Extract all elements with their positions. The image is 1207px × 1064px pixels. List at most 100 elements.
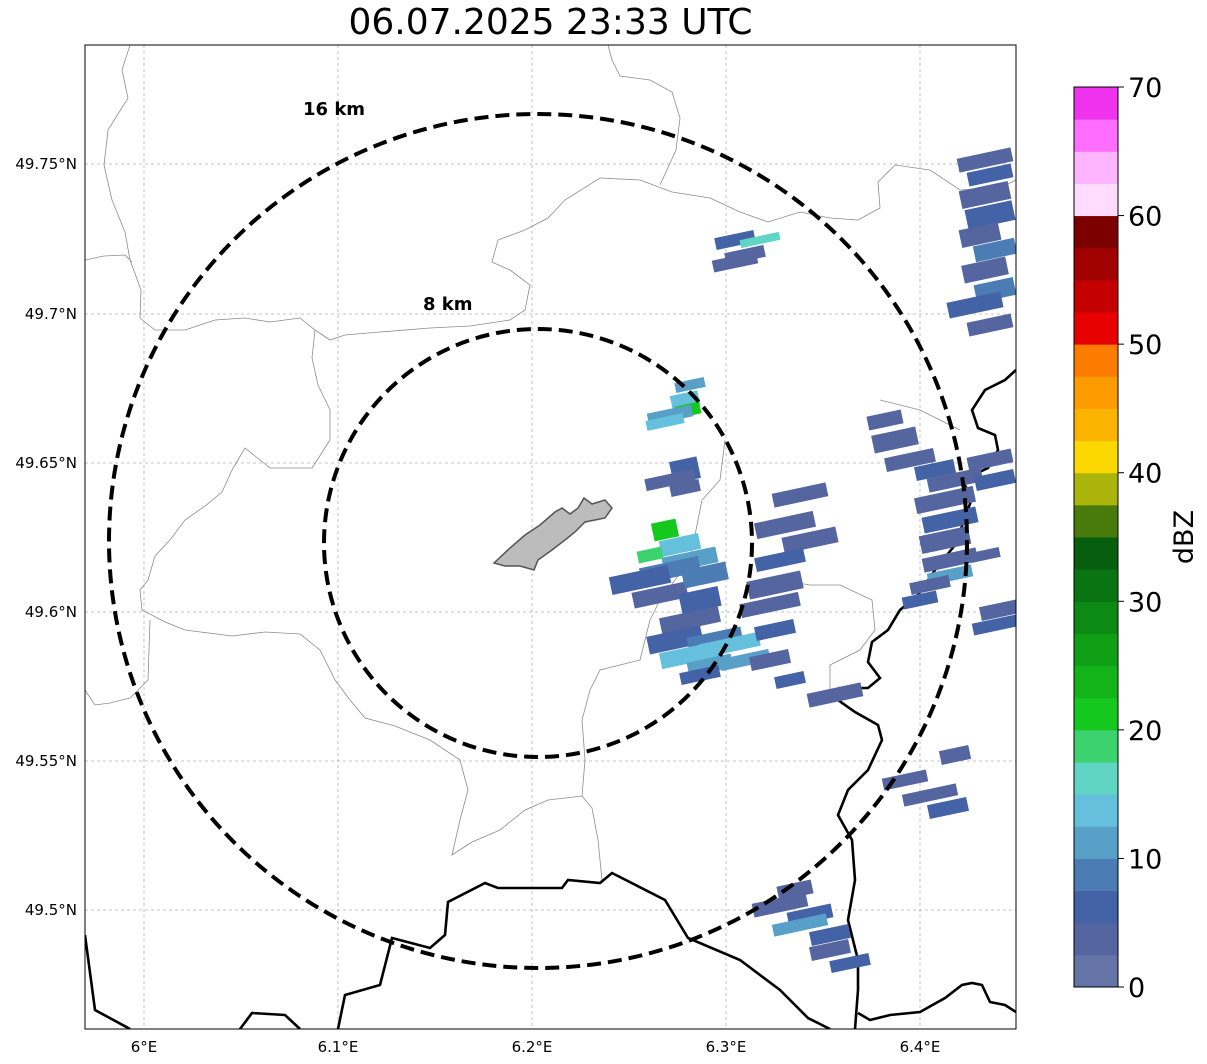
radar-echo-cell <box>771 482 829 508</box>
range-ring-16km <box>107 112 969 970</box>
radar-echo-cell <box>658 533 702 557</box>
colorbar-segment <box>1074 890 1118 924</box>
colorbar-segment <box>1074 312 1118 345</box>
city-area <box>492 496 613 571</box>
radar-echo-cell <box>674 376 706 394</box>
lon-tick-label: 6°E <box>131 1038 158 1056</box>
colorbar-segment <box>1074 504 1118 538</box>
map-frame <box>84 44 1017 1030</box>
radar-echo-cell <box>781 526 839 554</box>
colorbar-segment <box>1074 922 1118 956</box>
colorbar-segment <box>1074 247 1118 281</box>
radar-echo-cell <box>966 163 1014 187</box>
radar-echo-cell <box>776 879 814 901</box>
radar-echo-cell <box>881 769 929 791</box>
radar-echo-cell <box>678 586 722 614</box>
lat-tick-label: 49.5°N <box>25 901 77 919</box>
colorbar-segment <box>1074 665 1118 699</box>
radar-echo-cell <box>926 467 984 493</box>
radar-echo-cell <box>771 913 829 937</box>
colorbar-segment <box>1074 119 1118 152</box>
colorbar-tick-label: 40 <box>1128 459 1162 490</box>
national-borders <box>85 369 1016 1029</box>
lon-tick-label: 6.3°E <box>706 1038 747 1056</box>
radar-echo-cell <box>961 256 1009 284</box>
colorbar-segment <box>1074 954 1118 988</box>
radar-echo-cell <box>636 546 664 564</box>
ring-label-16km: 16 km <box>303 99 365 120</box>
radar-echo-cell <box>719 648 771 672</box>
radar-echo-cell <box>909 574 951 596</box>
radar-echo-cell <box>808 923 852 947</box>
lat-tick-labels: 49.75°N 49.7°N 49.65°N 49.6°N 49.55°N 49… <box>15 155 77 919</box>
lat-tick-label: 49.65°N <box>15 454 77 472</box>
map-title: 06.07.2025 23:33 UTC <box>348 2 753 43</box>
colorbar-segment <box>1074 762 1118 795</box>
radar-echo-cell <box>969 546 1001 564</box>
colorbar-segment <box>1074 376 1118 409</box>
colorbar-segment <box>1074 151 1118 184</box>
colorbar-segment <box>1074 87 1118 120</box>
colorbar-segment <box>1074 472 1118 506</box>
colorbar-label: dBZ <box>1169 510 1200 564</box>
colorbar-segment <box>1074 858 1118 892</box>
colorbar-segment <box>1074 729 1118 763</box>
colorbar-tick-label: 0 <box>1128 973 1145 1004</box>
radar-echo-cell <box>714 229 756 251</box>
radar-echo-cell <box>774 671 806 689</box>
radar-echo-cell <box>711 251 759 273</box>
radar-echoes <box>608 147 1016 974</box>
colorbar-tick-label: 70 <box>1128 73 1162 104</box>
radar-echo-cell <box>650 518 680 542</box>
lon-tick-label: 6.1°E <box>318 1038 359 1056</box>
radar-echo-cell <box>644 468 696 492</box>
colorbar-ticks: 0 10 20 30 40 50 60 70 <box>1118 73 1162 1004</box>
colorbar-segment <box>1074 440 1118 474</box>
lon-tick-labels: 6°E 6.1°E 6.2°E 6.3°E 6.4°E <box>131 1038 941 1056</box>
lat-tick-label: 49.75°N <box>15 155 77 173</box>
colorbar-segment <box>1074 569 1118 602</box>
radar-echo-cell <box>608 564 672 596</box>
colorbar-tick-label: 60 <box>1128 202 1162 233</box>
radar-echo-cell <box>748 648 792 672</box>
radar-echo-cell <box>921 506 979 534</box>
colorbar-segment <box>1074 215 1118 249</box>
radar-echo-cell <box>753 510 817 540</box>
radar-echo-cell <box>913 485 977 515</box>
radar-echo-cell <box>645 413 685 431</box>
lat-tick-label: 49.55°N <box>15 752 77 770</box>
ring-label-8km: 8 km <box>423 294 473 315</box>
radar-echo-cell <box>913 458 957 482</box>
radar-echo-cell <box>754 547 806 573</box>
colorbar-segment <box>1074 826 1118 859</box>
radar-echo-cell <box>699 631 761 659</box>
radar-echo-cell <box>753 618 797 642</box>
colorbar-segment <box>1074 697 1118 731</box>
colorbar <box>1074 87 1118 988</box>
colorbar-tick-label: 50 <box>1128 330 1162 361</box>
radar-echo-cell <box>658 605 722 635</box>
lat-tick-label: 49.6°N <box>25 603 77 621</box>
radar-echo-cell <box>681 561 729 589</box>
radar-echo-cell <box>956 147 1014 173</box>
radar-echo-cell <box>958 180 1012 210</box>
radar-echo-cell <box>871 426 919 454</box>
radar-echo-cell <box>946 291 1004 319</box>
colorbar-segment <box>1074 537 1118 570</box>
radar-echo-cell <box>972 237 1016 263</box>
colorbar-tick-label: 20 <box>1128 716 1162 747</box>
map-gridlines <box>85 45 1016 1029</box>
radar-echo-cell <box>806 682 864 708</box>
colorbar-segment <box>1074 633 1118 667</box>
colorbar-tick-label: 30 <box>1128 587 1162 618</box>
radar-echo-cell <box>751 892 809 918</box>
radar-echo-cell <box>746 570 804 600</box>
colorbar-segment <box>1074 408 1118 442</box>
radar-echo-cell <box>918 525 972 555</box>
radar-echo-cell <box>938 745 972 765</box>
range-rings <box>107 112 969 970</box>
colorbar-segment <box>1074 344 1118 377</box>
radar-echo-cell <box>901 783 959 807</box>
range-ring-8km <box>322 327 754 759</box>
radar-echo-cell <box>966 313 1014 337</box>
